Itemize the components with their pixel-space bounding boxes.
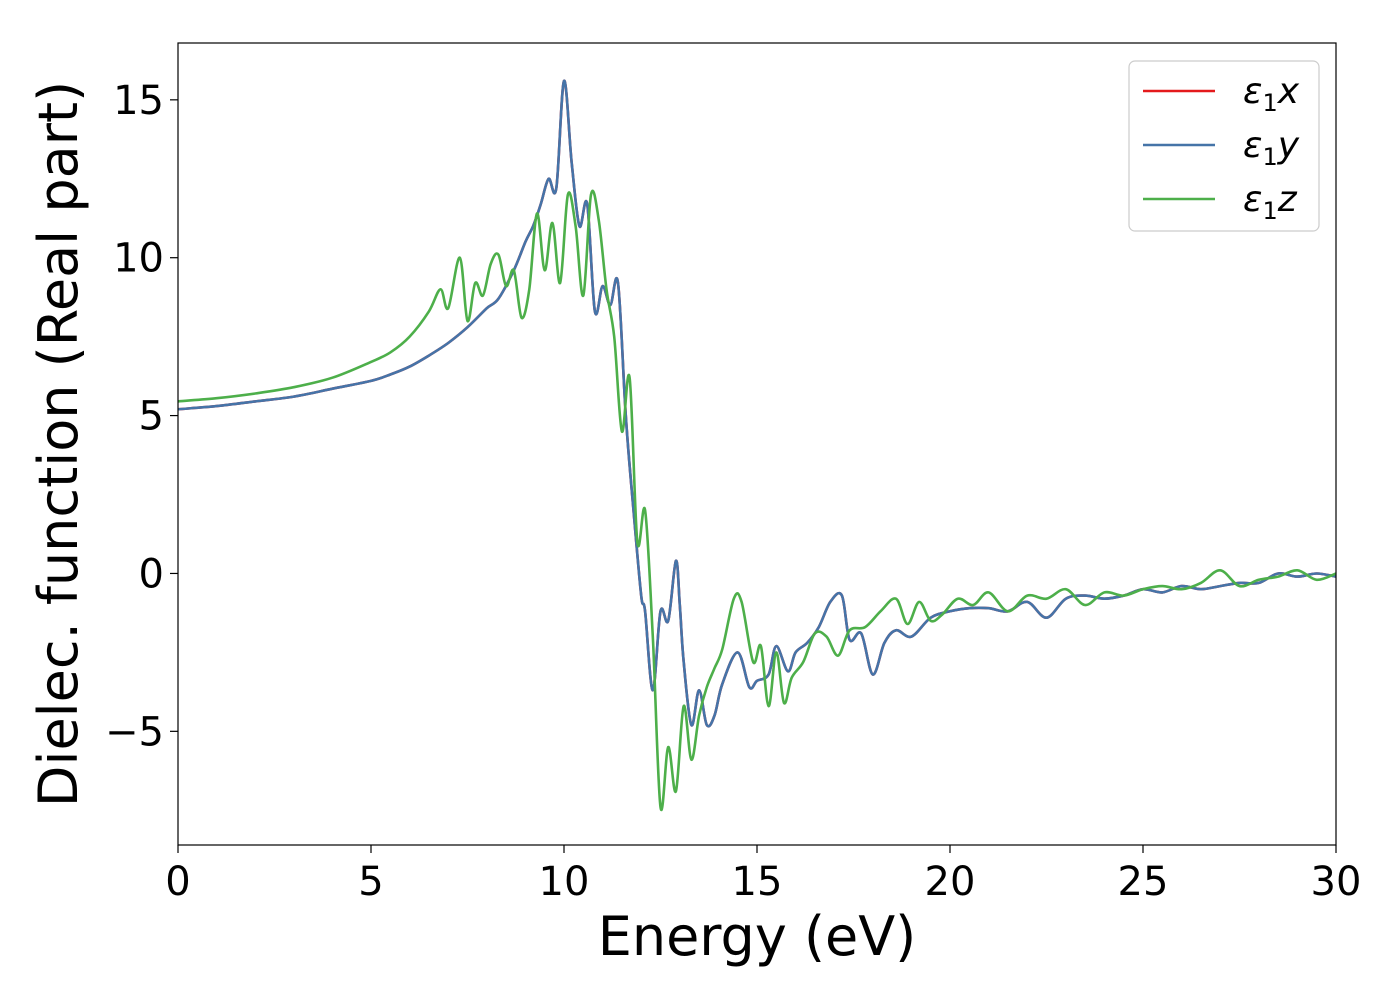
x-tick-label: 15 — [732, 859, 783, 905]
legend-label: ε1x — [1243, 71, 1300, 117]
legend: ε1x ε1y ε1z — [1128, 60, 1320, 232]
series-line-y — [177, 79, 1337, 728]
series-layer — [177, 79, 1337, 812]
y-tick-label: −5 — [105, 709, 164, 755]
x-tick-label: 30 — [1311, 859, 1362, 905]
x-tick-label: 0 — [165, 859, 190, 905]
y-tick-label: 15 — [113, 78, 164, 124]
y-tick-label: 0 — [139, 551, 164, 597]
x-tick-label: 10 — [539, 859, 590, 905]
x-tick-label: 20 — [925, 859, 976, 905]
legend-label: ε1y — [1243, 125, 1300, 171]
x-axis-ticks: 0 5 10 15 20 25 30 — [165, 845, 1361, 905]
y-tick-label: 5 — [139, 394, 164, 440]
legend-box — [1128, 60, 1320, 232]
y-tick-label: 10 — [113, 236, 164, 282]
x-axis-label: Energy (eV) — [598, 905, 917, 968]
y-axis-ticks: −5 0 5 10 15 — [105, 78, 178, 755]
x-tick-label: 5 — [358, 859, 383, 905]
y-axis-label: Dielec. function (Real part) — [27, 81, 90, 807]
legend-label: ε1z — [1243, 179, 1298, 225]
series-line-z — [177, 189, 1337, 812]
x-tick-label: 25 — [1118, 859, 1169, 905]
